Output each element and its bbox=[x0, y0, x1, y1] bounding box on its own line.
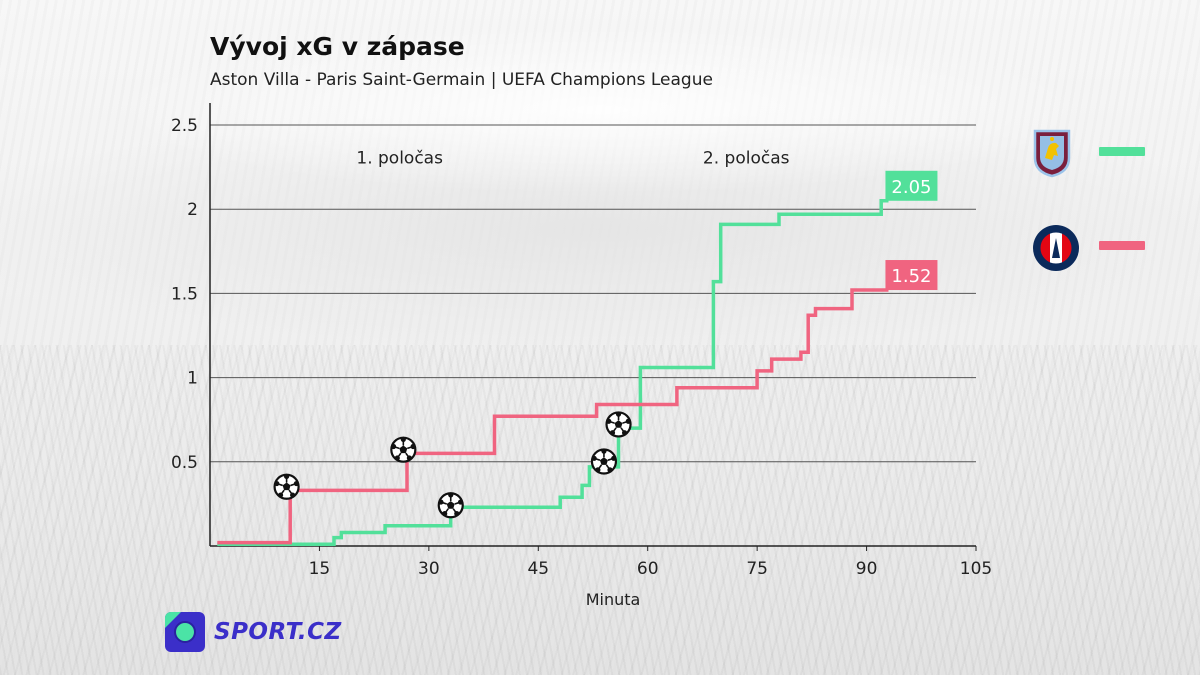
goal-marker-aston-villa bbox=[605, 411, 632, 438]
sport-cz-logo[interactable]: SPORT.CZ bbox=[165, 612, 342, 652]
xg-line-aston-villa bbox=[217, 199, 889, 547]
y-tick-label: 1 bbox=[187, 369, 198, 389]
x-tick-label: 90 bbox=[856, 559, 878, 579]
x-tick-label: 75 bbox=[746, 559, 768, 579]
x-tick-label: 60 bbox=[637, 559, 659, 579]
chart-subtitle: Aston Villa - Paris Saint-Germain | UEFA… bbox=[210, 70, 713, 90]
y-tick-label: 2.5 bbox=[171, 116, 198, 136]
goal-marker-aston-villa bbox=[590, 448, 618, 475]
goal-marker-psg bbox=[390, 436, 417, 463]
first-half-label: 1. poločas bbox=[356, 149, 443, 169]
x-tick-label: 45 bbox=[527, 559, 549, 579]
x-axis-label: Minuta bbox=[586, 590, 641, 609]
legend-line-psg bbox=[1099, 241, 1145, 250]
y-tick-label: 0.5 bbox=[171, 453, 198, 473]
end-label-psg: 1.52 bbox=[891, 266, 931, 287]
end-label-box-psg bbox=[885, 260, 938, 291]
y-tick-label: 1.5 bbox=[171, 284, 198, 304]
brand-name: SPORT.CZ bbox=[214, 619, 342, 645]
aston-villa-crest-icon bbox=[1033, 129, 1071, 178]
sport-cz-ball-icon bbox=[165, 612, 205, 652]
goal-marker-psg bbox=[273, 473, 300, 500]
end-label-box-aston-villa bbox=[885, 170, 938, 201]
x-tick-label: 30 bbox=[418, 559, 440, 579]
xg-line-psg bbox=[217, 288, 889, 545]
psg-crest-icon bbox=[1033, 225, 1079, 271]
chart-title: Vývoj xG v zápase bbox=[210, 32, 465, 61]
second-half-label: 2. poločas bbox=[703, 149, 790, 169]
legend-item-psg bbox=[1032, 224, 1148, 272]
y-tick-label: 2 bbox=[187, 200, 198, 220]
x-tick-label: 15 bbox=[309, 559, 331, 579]
legend-item-aston-villa bbox=[1032, 128, 1148, 178]
x-tick-label: 105 bbox=[960, 559, 992, 579]
goal-marker-aston-villa bbox=[437, 492, 464, 519]
end-label-aston-villa: 2.05 bbox=[891, 177, 931, 198]
legend-line-aston-villa bbox=[1099, 147, 1145, 156]
